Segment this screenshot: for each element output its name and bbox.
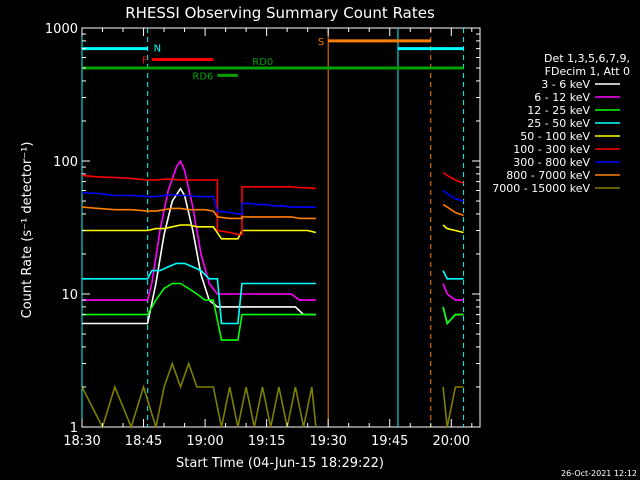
legend-entry-label: 6 - 12 keV (534, 91, 590, 104)
series-line (442, 270, 464, 280)
x-tick-label: 19:00 (186, 434, 223, 449)
x-tick-label: 19:15 (248, 434, 285, 449)
x-axis-label: Start Time (04-Jun-15 18:29:22) (176, 456, 384, 471)
y-tick-label: 1 (70, 421, 78, 436)
series-line (442, 283, 464, 301)
legend-entry-label: 25 - 50 keV (527, 117, 590, 130)
plot-frame (81, 27, 481, 428)
series-line (82, 224, 317, 240)
legend-entry-label: 7000 - 15000 keV (492, 182, 590, 195)
series-line (442, 189, 464, 202)
series-line (442, 224, 464, 234)
legend-entry-label: 50 - 100 keV (520, 130, 590, 143)
footer-stamp: 26-Oct-2021 12:12 (561, 469, 637, 478)
y-axis-ticks: 1 10 100 1000 (45, 22, 480, 436)
x-tick-label: 19:30 (309, 434, 346, 449)
series-line (81, 361, 317, 430)
x-axis-ticks: 18:30 18:45 19:00 19:15 19:30 19:45 20:00 (63, 28, 473, 449)
series-line (81, 174, 316, 236)
series-line (82, 159, 316, 301)
series-line (82, 187, 316, 325)
legend-entry-label: 300 - 800 keV (513, 156, 590, 169)
y-tick-label: 10 (61, 288, 78, 303)
flag-bars: NF RD0 RD6 S (82, 37, 464, 82)
series-lines (81, 159, 464, 430)
legend-header-line: FDecim 1, Att 0 (545, 65, 630, 78)
series-line (442, 386, 464, 428)
flag-label: N (154, 44, 161, 55)
vertical-markers (81, 28, 465, 427)
series-line (82, 282, 316, 341)
series-line (442, 203, 464, 217)
legend-header-line: Det 1,3,5,6,7,9, (544, 52, 630, 65)
y-tick-label: 100 (53, 155, 78, 170)
x-tick-label: 20:00 (433, 434, 470, 449)
series-line (442, 306, 464, 326)
x-tick-label: 18:45 (125, 434, 162, 449)
flag-label: S (318, 37, 324, 48)
chart-title: RHESSI Observing Summary Count Rates (125, 4, 435, 22)
flag-label: RD0 (252, 57, 273, 68)
y-tick-label: 1000 (45, 22, 78, 37)
flag-label: F (142, 55, 148, 66)
legend-entry-label: 800 - 7000 keV (506, 169, 590, 182)
x-tick-label: 19:45 (371, 434, 408, 449)
flag-label: RD6 (192, 71, 213, 82)
legend-entry-label: 100 - 300 keV (513, 143, 590, 156)
series-line (82, 262, 316, 325)
series-line (442, 171, 464, 185)
legend: Det 1,3,5,6,7,9,FDecim 1, Att 03 - 6 keV… (492, 52, 630, 195)
plot-border (81, 27, 481, 428)
legend-entry-label: 12 - 25 keV (527, 104, 590, 117)
series-line (81, 206, 316, 220)
y-axis-label: Count Rate (s⁻¹ detector⁻¹) (20, 142, 35, 319)
legend-entry-label: 3 - 6 keV (541, 78, 590, 91)
x-tick-label: 18:30 (63, 434, 100, 449)
series-line (81, 191, 316, 215)
